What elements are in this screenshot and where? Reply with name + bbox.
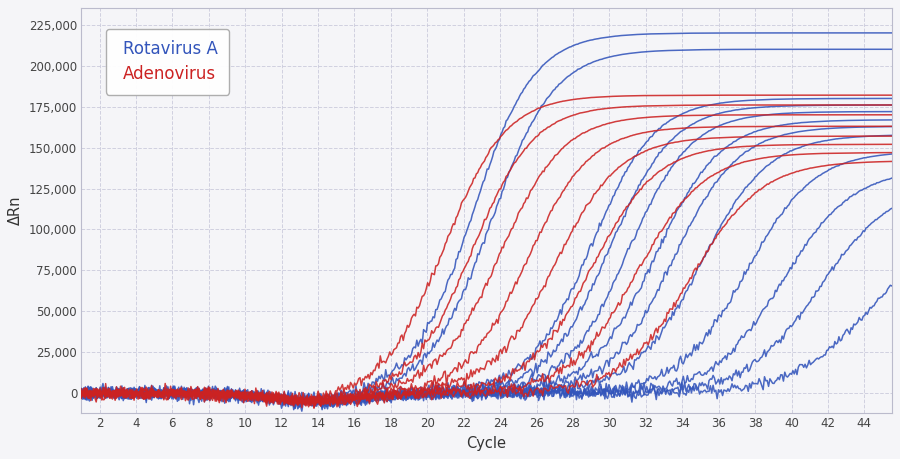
Legend: Rotavirus A, Adenovirus: Rotavirus A, Adenovirus bbox=[106, 29, 230, 95]
Y-axis label: ΔRn: ΔRn bbox=[8, 196, 23, 225]
X-axis label: Cycle: Cycle bbox=[466, 436, 507, 451]
